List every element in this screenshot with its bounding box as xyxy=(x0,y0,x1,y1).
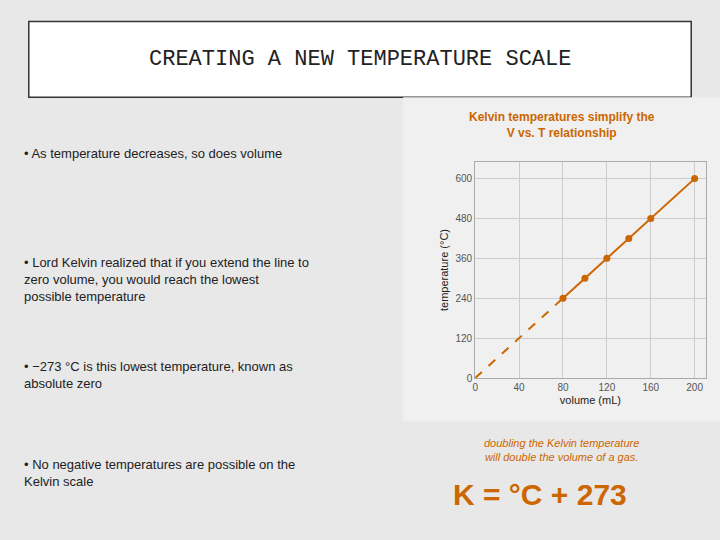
svg-text:CREATING A NEW TEMPERATURE SCA: CREATING A NEW TEMPERATURE SCALE xyxy=(149,47,571,72)
svg-text:360: 360 xyxy=(456,253,473,264)
svg-text:temperature (°C): temperature (°C) xyxy=(438,229,450,311)
svg-text:240: 240 xyxy=(456,293,473,304)
svg-text:480: 480 xyxy=(456,213,473,224)
svg-text:K = °C + 273: K = °C + 273 xyxy=(453,478,627,511)
svg-text:• Lord Kelvin realized that if: • Lord Kelvin realized that if you exten… xyxy=(24,255,309,304)
svg-text:Kelvin temperatures simplify t: Kelvin temperatures simplify theV vs. T … xyxy=(469,110,655,140)
svg-text:40: 40 xyxy=(514,382,526,393)
svg-text:80: 80 xyxy=(557,382,569,393)
svg-text:• As temperature decreases, so: • As temperature decreases, so does volu… xyxy=(24,146,282,161)
svg-text:200: 200 xyxy=(686,382,703,393)
svg-text:• No negative temperatures are: • No negative temperatures are possible … xyxy=(24,457,295,489)
svg-text:120: 120 xyxy=(456,333,473,344)
svg-text:doubling the Kelvin temperatur: doubling the Kelvin temperaturewill doub… xyxy=(484,437,639,463)
svg-text:600: 600 xyxy=(456,173,473,184)
svg-text:• −273 °C is this lowest tempe: • −273 °C is this lowest temperature, kn… xyxy=(24,359,293,391)
svg-text:0: 0 xyxy=(467,373,473,384)
svg-text:volume (mL): volume (mL) xyxy=(560,394,621,406)
svg-text:0: 0 xyxy=(472,382,478,393)
svg-text:160: 160 xyxy=(642,382,659,393)
svg-text:120: 120 xyxy=(599,382,616,393)
